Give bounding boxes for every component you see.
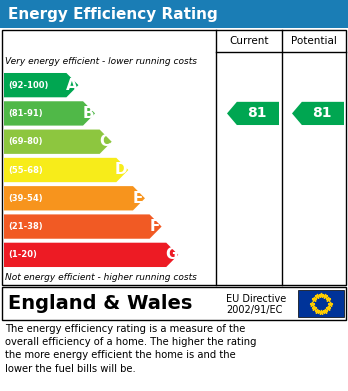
Text: (81-91): (81-91) <box>8 109 42 118</box>
Polygon shape <box>227 102 279 125</box>
Polygon shape <box>4 158 128 182</box>
Text: Energy Efficiency Rating: Energy Efficiency Rating <box>8 7 218 22</box>
Polygon shape <box>4 214 161 239</box>
Polygon shape <box>4 243 178 267</box>
Polygon shape <box>4 73 78 97</box>
Text: The energy efficiency rating is a measure of the
overall efficiency of a home. T: The energy efficiency rating is a measur… <box>5 324 256 373</box>
Text: Very energy efficient - lower running costs: Very energy efficient - lower running co… <box>5 57 197 66</box>
Text: EU Directive: EU Directive <box>226 294 286 303</box>
Text: F: F <box>149 219 160 234</box>
Bar <box>2 287 346 320</box>
Polygon shape <box>4 186 145 210</box>
Bar <box>298 290 344 317</box>
Bar <box>2 30 346 285</box>
Text: (39-54): (39-54) <box>8 194 42 203</box>
Text: (92-100): (92-100) <box>8 81 48 90</box>
Text: 81: 81 <box>247 106 267 120</box>
Text: (69-80): (69-80) <box>8 137 42 146</box>
Text: 81: 81 <box>312 106 332 120</box>
Text: D: D <box>115 163 128 178</box>
Text: 2002/91/EC: 2002/91/EC <box>226 305 282 314</box>
Text: G: G <box>165 248 177 262</box>
Text: Potential: Potential <box>291 36 337 46</box>
Text: E: E <box>133 191 143 206</box>
Text: Not energy efficient - higher running costs: Not energy efficient - higher running co… <box>5 273 197 282</box>
Text: (21-38): (21-38) <box>8 222 42 231</box>
Text: (55-68): (55-68) <box>8 165 43 174</box>
Text: England & Wales: England & Wales <box>8 294 192 313</box>
Text: A: A <box>65 78 77 93</box>
Text: B: B <box>82 106 94 121</box>
Polygon shape <box>292 102 344 125</box>
Bar <box>0 0 348 28</box>
Polygon shape <box>4 129 112 154</box>
Text: Current: Current <box>229 36 269 46</box>
Text: C: C <box>99 134 110 149</box>
Text: (1-20): (1-20) <box>8 250 37 259</box>
Polygon shape <box>4 101 95 126</box>
